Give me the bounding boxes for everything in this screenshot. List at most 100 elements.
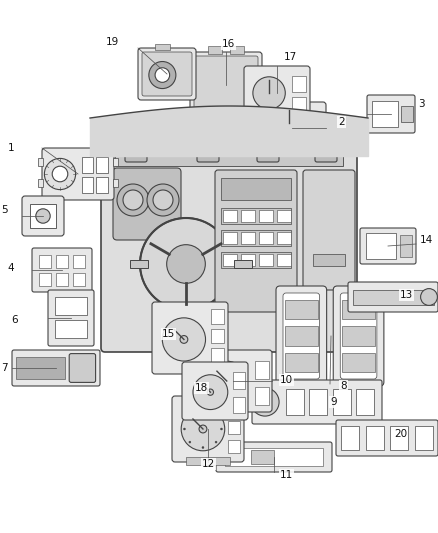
Bar	[414, 426, 433, 449]
Bar	[241, 254, 255, 266]
Bar	[221, 252, 291, 268]
FancyBboxPatch shape	[283, 293, 320, 379]
Bar	[234, 260, 252, 268]
Bar	[277, 232, 291, 244]
Circle shape	[123, 190, 143, 210]
Bar	[221, 178, 291, 200]
Bar	[211, 329, 224, 343]
FancyBboxPatch shape	[276, 286, 327, 386]
Bar	[241, 210, 255, 222]
Text: 10: 10	[280, 375, 293, 385]
Bar	[39, 255, 51, 268]
Circle shape	[193, 375, 228, 409]
Bar	[285, 353, 318, 373]
Bar	[314, 132, 322, 147]
Circle shape	[202, 409, 204, 411]
Bar	[342, 300, 375, 319]
Text: 13: 13	[400, 290, 413, 300]
Bar	[353, 289, 434, 304]
Bar	[225, 448, 323, 466]
Circle shape	[189, 441, 191, 443]
Bar	[39, 273, 51, 286]
Bar	[113, 179, 118, 187]
Circle shape	[215, 415, 217, 417]
Text: 8: 8	[340, 381, 346, 391]
Bar	[285, 326, 318, 345]
Circle shape	[149, 61, 176, 88]
Bar	[366, 426, 384, 449]
Circle shape	[36, 209, 50, 223]
Text: 7: 7	[1, 363, 8, 373]
Circle shape	[180, 336, 188, 343]
Bar	[221, 230, 291, 246]
Bar	[228, 421, 240, 434]
FancyBboxPatch shape	[125, 152, 147, 162]
FancyBboxPatch shape	[303, 170, 355, 290]
FancyBboxPatch shape	[138, 48, 196, 100]
FancyBboxPatch shape	[244, 66, 310, 120]
Text: 18: 18	[195, 383, 208, 393]
Circle shape	[207, 389, 213, 395]
Bar	[400, 235, 412, 257]
Text: 17: 17	[284, 52, 297, 62]
Bar	[401, 107, 413, 122]
Bar	[155, 44, 170, 50]
Text: 3: 3	[418, 99, 424, 109]
FancyBboxPatch shape	[22, 196, 64, 236]
FancyBboxPatch shape	[194, 350, 272, 412]
Bar	[113, 158, 118, 166]
Bar	[30, 204, 56, 228]
Bar	[332, 389, 351, 415]
Circle shape	[147, 184, 179, 216]
FancyBboxPatch shape	[333, 286, 384, 386]
Text: 6: 6	[11, 315, 18, 325]
Bar	[255, 387, 269, 405]
Bar	[130, 260, 148, 268]
Circle shape	[153, 190, 173, 210]
FancyBboxPatch shape	[152, 302, 228, 374]
Bar	[221, 208, 291, 224]
Bar	[165, 236, 207, 306]
Text: 12: 12	[202, 459, 215, 469]
Bar	[233, 397, 245, 413]
Bar	[96, 177, 107, 193]
Circle shape	[199, 425, 207, 433]
FancyBboxPatch shape	[182, 362, 248, 420]
Bar	[342, 353, 375, 373]
Bar	[16, 357, 65, 379]
Text: 4: 4	[7, 263, 14, 273]
Circle shape	[220, 428, 223, 430]
FancyBboxPatch shape	[12, 350, 100, 386]
Bar	[115, 148, 343, 166]
Bar	[390, 426, 408, 449]
Bar	[223, 210, 237, 222]
Bar	[187, 457, 230, 465]
Circle shape	[162, 318, 205, 361]
FancyBboxPatch shape	[172, 396, 244, 462]
FancyBboxPatch shape	[315, 152, 337, 162]
FancyBboxPatch shape	[258, 102, 326, 154]
Circle shape	[52, 166, 68, 182]
Bar	[55, 320, 87, 338]
Circle shape	[189, 415, 191, 417]
Circle shape	[215, 441, 217, 443]
Bar	[81, 177, 93, 193]
Bar	[286, 389, 304, 415]
Bar	[211, 309, 224, 324]
Text: 15: 15	[162, 329, 175, 339]
Bar	[38, 158, 43, 166]
FancyBboxPatch shape	[194, 56, 258, 114]
Bar	[372, 101, 398, 127]
FancyBboxPatch shape	[48, 290, 94, 346]
Bar	[223, 232, 237, 244]
FancyBboxPatch shape	[360, 228, 416, 264]
Bar	[356, 389, 374, 415]
Bar	[223, 254, 237, 266]
Circle shape	[207, 361, 247, 401]
FancyBboxPatch shape	[190, 52, 262, 118]
FancyBboxPatch shape	[252, 380, 382, 424]
Bar	[313, 254, 345, 266]
FancyBboxPatch shape	[101, 144, 357, 352]
Text: 20: 20	[394, 429, 407, 439]
Circle shape	[253, 77, 285, 109]
